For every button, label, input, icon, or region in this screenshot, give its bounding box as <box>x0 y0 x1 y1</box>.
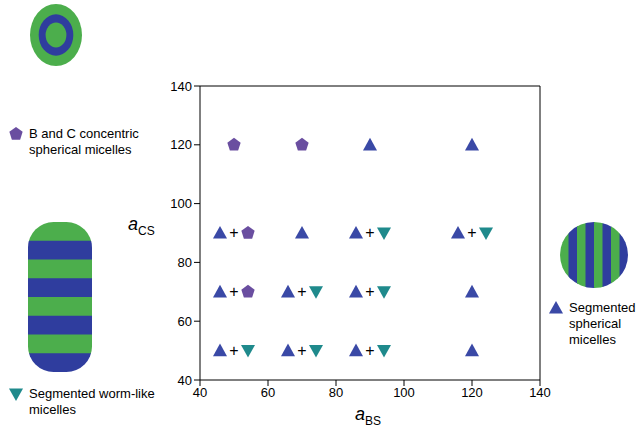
html-text:aCS: aCS <box>128 214 155 238</box>
svg-text:120: 120 <box>461 385 483 400</box>
html-text:Segmented worm-like micelles: Segmented worm-like micelles <box>29 386 155 417</box>
svg-text:+: + <box>365 283 374 300</box>
svg-text:+: + <box>229 342 238 359</box>
svg-text:60: 60 <box>178 314 192 329</box>
svg-text:100: 100 <box>393 385 415 400</box>
svg-text:40: 40 <box>178 373 192 388</box>
svg-text:140: 140 <box>170 79 192 94</box>
svg-text:+: + <box>467 224 476 241</box>
html-text:aBS: aBS <box>355 404 381 428</box>
svg-text:+: + <box>365 224 374 241</box>
svg-text:140: 140 <box>529 385 551 400</box>
html-text:Segmented spherical micelles: Segmented spherical micelles <box>569 300 636 347</box>
svg-text:100: 100 <box>170 196 192 211</box>
svg-text:60: 60 <box>261 385 275 400</box>
svg-text:+: + <box>229 224 238 241</box>
svg-text:80: 80 <box>329 385 343 400</box>
svg-text:+: + <box>297 342 306 359</box>
svg-text:+: + <box>297 283 306 300</box>
html-text:B and C concentric spherical m: B and C concentric spherical micelles <box>29 126 139 157</box>
svg-text:+: + <box>365 342 374 359</box>
svg-text:80: 80 <box>178 255 192 270</box>
svg-text:+: + <box>229 283 238 300</box>
svg-text:120: 120 <box>170 137 192 152</box>
svg-text:40: 40 <box>193 385 207 400</box>
